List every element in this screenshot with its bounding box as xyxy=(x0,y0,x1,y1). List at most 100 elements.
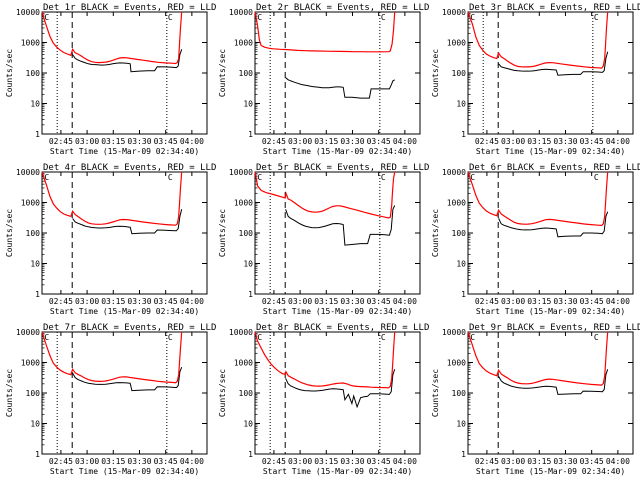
flag-label: C xyxy=(594,333,599,342)
y-tick-label: 100 xyxy=(239,389,254,398)
panel-title: Det 8r BLACK = Events, RED = LLD xyxy=(256,323,429,333)
x-tick-label: 03:45 xyxy=(580,457,604,466)
x-tick-label: 04:00 xyxy=(180,297,204,306)
flag-label: C xyxy=(257,13,262,22)
x-tick-label: 03:15 xyxy=(314,457,338,466)
y-tick-label: 1 xyxy=(461,130,466,139)
x-tick-label: 03:45 xyxy=(154,137,178,146)
x-axis-label: Start Time (15-Mar-09 02:34:40) xyxy=(476,307,625,316)
x-tick-label: 02:45 xyxy=(49,457,73,466)
events-series-line xyxy=(72,49,183,73)
y-tick-label: 1 xyxy=(248,130,253,139)
events-series-line xyxy=(72,367,183,392)
y-tick-label: 10 xyxy=(30,260,40,269)
panel-title: Det 2r BLACK = Events, RED = LLD xyxy=(256,3,429,13)
x-tick-label: 03:30 xyxy=(553,457,577,466)
y-tick-label: 1 xyxy=(35,130,40,139)
y-tick-label: 10000 xyxy=(16,168,40,177)
flag-label: C xyxy=(470,13,475,22)
x-tick-label: 03:30 xyxy=(340,137,364,146)
y-tick-label: 10 xyxy=(456,100,466,109)
lld-series-line xyxy=(467,11,609,69)
x-tick-label: 02:45 xyxy=(475,297,499,306)
y-tick-label: 100 xyxy=(452,229,467,238)
y-tick-label: 10 xyxy=(456,420,466,429)
plot-frame xyxy=(41,171,208,295)
flag-label: C xyxy=(257,173,262,182)
y-axis-label: Counts/sec xyxy=(218,209,227,257)
y-tick-label: 1000 xyxy=(21,359,40,368)
y-tick-label: 1000 xyxy=(21,39,40,48)
y-tick-label: 10 xyxy=(30,100,40,109)
x-axis-label: Start Time (15-Mar-09 02:34:40) xyxy=(50,307,199,316)
events-series-line xyxy=(498,211,609,238)
x-axis-label: Start Time (15-Mar-09 02:34:40) xyxy=(476,467,625,476)
x-tick-label: 02:45 xyxy=(262,297,286,306)
panel-title: Det 5r BLACK = Events, RED = LLD xyxy=(256,163,429,173)
y-tick-label: 10000 xyxy=(442,168,466,177)
x-tick-label: 03:45 xyxy=(580,137,604,146)
flag-label: C xyxy=(594,13,599,22)
flag-label: C xyxy=(381,13,386,22)
x-tick-label: 03:30 xyxy=(340,297,364,306)
panel-det-2: Det 2r BLACK = Events, RED = LLD 1 10 100 10… xyxy=(218,3,429,156)
panel-det-4: Det 4r BLACK = Events, RED = LLD 1 10 100 10… xyxy=(5,163,216,316)
x-tick-label: 03:15 xyxy=(527,137,551,146)
y-tick-label: 1000 xyxy=(234,359,253,368)
y-tick-label: 1 xyxy=(461,450,466,459)
plot-frame xyxy=(467,171,634,295)
y-tick-label: 100 xyxy=(239,229,254,238)
x-tick-label: 03:00 xyxy=(288,457,312,466)
panel-det-3: Det 3r BLACK = Events, RED = LLD 1 10 100 10… xyxy=(431,3,640,156)
lld-series-line xyxy=(41,171,183,226)
x-tick-label: 03:45 xyxy=(367,297,391,306)
x-tick-label: 03:45 xyxy=(154,457,178,466)
x-tick-label: 02:45 xyxy=(475,457,499,466)
lld-series-line xyxy=(254,331,396,389)
x-tick-label: 02:45 xyxy=(262,457,286,466)
y-tick-label: 1 xyxy=(461,290,466,299)
y-tick-label: 100 xyxy=(26,389,41,398)
x-tick-label: 03:30 xyxy=(127,457,151,466)
flag-label: C xyxy=(44,13,49,22)
y-tick-label: 100 xyxy=(452,69,467,78)
x-axis-label: Start Time (15-Mar-09 02:34:40) xyxy=(476,147,625,156)
x-tick-label: 03:15 xyxy=(527,457,551,466)
y-tick-label: 1000 xyxy=(234,39,253,48)
x-tick-label: 03:30 xyxy=(127,137,151,146)
panel-det-6: Det 6r BLACK = Events, RED = LLD 1 10 100 10… xyxy=(431,163,640,316)
x-tick-label: 03:15 xyxy=(314,297,338,306)
plot-frame xyxy=(41,11,208,135)
events-series-line xyxy=(285,205,396,246)
x-tick-label: 03:15 xyxy=(101,137,125,146)
y-tick-label: 1 xyxy=(35,450,40,459)
x-axis-label: Start Time (15-Mar-09 02:34:40) xyxy=(263,307,412,316)
lld-series-line xyxy=(41,331,183,384)
y-tick-label: 1000 xyxy=(447,199,466,208)
x-tick-label: 04:00 xyxy=(180,137,204,146)
y-tick-label: 1 xyxy=(248,450,253,459)
x-tick-label: 04:00 xyxy=(180,457,204,466)
panel-title: Det 4r BLACK = Events, RED = LLD xyxy=(43,163,216,173)
events-series-line xyxy=(285,77,395,99)
x-tick-label: 04:00 xyxy=(393,297,417,306)
lld-series-line xyxy=(254,171,396,219)
x-tick-label: 03:30 xyxy=(553,137,577,146)
panel-det-9: Det 9r BLACK = Events, RED = LLD 1 10 100 10… xyxy=(431,323,640,476)
panel-title: Det 9r BLACK = Events, RED = LLD xyxy=(469,323,640,333)
panel-title: Det 6r BLACK = Events, RED = LLD xyxy=(469,163,640,173)
events-series-line xyxy=(498,51,609,76)
x-tick-label: 03:45 xyxy=(367,457,391,466)
x-tick-label: 03:00 xyxy=(75,297,99,306)
flag-label: C xyxy=(470,333,475,342)
y-tick-label: 10000 xyxy=(229,8,253,17)
y-tick-label: 10 xyxy=(243,100,253,109)
lld-series-line xyxy=(41,11,183,65)
plot-frame xyxy=(254,331,421,455)
lld-series-line xyxy=(467,331,609,386)
y-axis-label: Counts/sec xyxy=(5,369,14,417)
plot-frame xyxy=(254,11,421,135)
x-tick-label: 04:00 xyxy=(393,137,417,146)
flag-label: C xyxy=(381,173,386,182)
